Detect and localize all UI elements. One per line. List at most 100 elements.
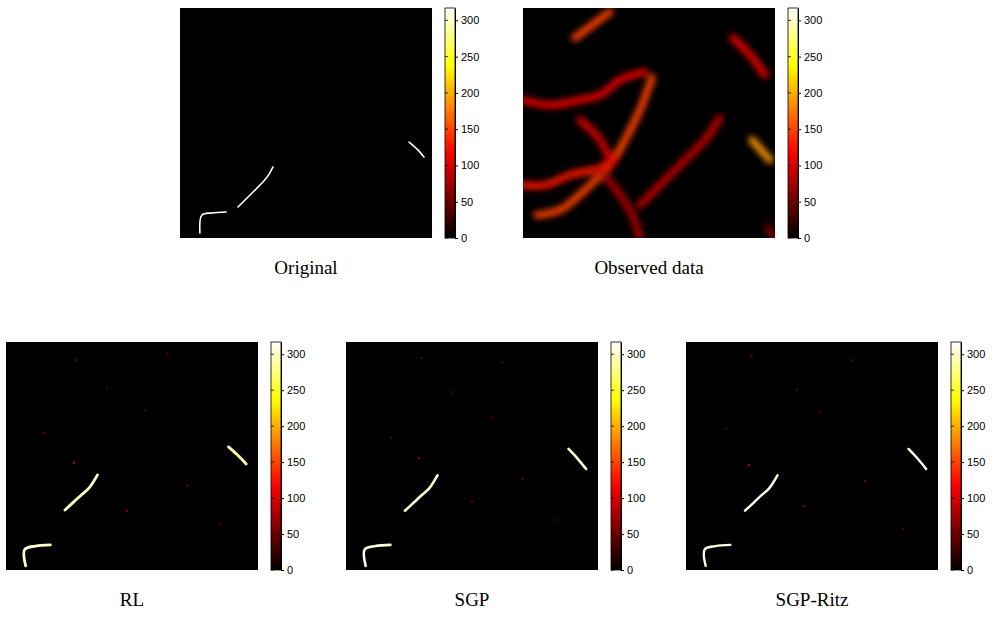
colorbar-tick: 100	[621, 492, 645, 504]
colorbar-tick-label: 250	[287, 384, 305, 396]
colorbar-tick-label: 0	[627, 564, 633, 576]
colorbar-tick-mark	[271, 570, 274, 571]
colorbar-axis: 050100150200250300	[455, 9, 479, 245]
filament	[745, 475, 778, 510]
colorbar-tick-label: 300	[804, 14, 822, 26]
colorbar-tick-mark	[961, 354, 964, 355]
colorbar-axis: 050100150200250300	[281, 343, 305, 577]
speck	[126, 510, 128, 512]
colorbar-tick-mark	[271, 390, 274, 391]
colorbar-tick-mark	[611, 426, 614, 427]
filament	[523, 72, 645, 105]
colorbar-tick-mark	[798, 238, 801, 239]
colorbar-tick-mark	[455, 165, 458, 166]
colorbar-tick-mark	[611, 534, 614, 535]
strokes	[24, 447, 246, 566]
colorbar-tick-mark	[951, 570, 954, 571]
colorbar-tick-mark	[951, 354, 954, 355]
colorbar-tick-mark	[961, 570, 964, 571]
colorbar-tick-label: 50	[287, 528, 299, 540]
filament	[364, 545, 390, 566]
speck	[219, 523, 221, 525]
colorbar-tick: 150	[455, 123, 479, 135]
colorbar-axis: 050100150200250300	[621, 343, 645, 577]
colorbar-tick: 300	[798, 14, 822, 26]
colorbar-tick: 200	[455, 87, 479, 99]
colorbar-tick-mark	[788, 20, 791, 21]
speck	[471, 501, 473, 503]
panel	[523, 8, 775, 238]
filament	[580, 120, 612, 165]
filament	[569, 449, 587, 469]
strokes	[523, 12, 775, 238]
colorbar-tick: 50	[281, 528, 299, 540]
image-background	[523, 8, 775, 238]
colorbar-tick: 100	[281, 492, 305, 504]
colorbar-tick: 50	[621, 528, 639, 540]
speck	[106, 387, 108, 389]
colorbar-tick-mark	[788, 201, 791, 202]
colorbar-tick-label: 200	[967, 420, 985, 432]
colorbar-tick-label: 250	[967, 384, 985, 396]
colorbar-tick-mark	[455, 20, 458, 21]
filament	[733, 38, 765, 75]
colorbar-ramp	[271, 342, 281, 570]
colorbar-tick-mark	[281, 390, 284, 391]
colorbar-tick-mark	[455, 93, 458, 94]
speck	[902, 528, 904, 530]
panel	[686, 342, 938, 570]
filament	[200, 212, 226, 233]
speck	[554, 519, 556, 521]
colorbar-tick: 100	[798, 159, 822, 171]
colorbar-axis-line	[961, 343, 962, 571]
colorbar-axis: 050100150200250300	[961, 343, 985, 577]
colorbar-tick-label: 0	[967, 564, 973, 576]
colorbar-tick-mark	[951, 534, 954, 535]
speck	[751, 355, 753, 357]
colorbar-tick: 250	[455, 51, 479, 63]
colorbar-tick-mark	[621, 498, 624, 499]
speck	[491, 416, 493, 418]
colorbar-tick-mark	[621, 534, 624, 535]
speck	[421, 357, 423, 359]
colorbar-tick-mark	[951, 390, 954, 391]
colorbar-tick-mark	[271, 426, 274, 427]
colorbar-tick-label: 50	[804, 196, 816, 208]
colorbar-tick-mark	[271, 354, 274, 355]
colorbar-tick: 0	[455, 232, 467, 244]
image-background	[6, 342, 258, 570]
colorbar-tick: 100	[961, 492, 985, 504]
filament	[229, 447, 247, 464]
colorbar-axis-line	[281, 343, 282, 571]
colorbar-tick-label: 300	[461, 14, 479, 26]
colorbar-tick-label: 150	[461, 123, 479, 135]
colorbar-tick-mark	[445, 56, 448, 57]
colorbar-tick-label: 200	[627, 420, 645, 432]
speck	[796, 389, 798, 391]
speck	[418, 457, 420, 459]
colorbar-tick-mark	[445, 165, 448, 166]
speck	[864, 480, 866, 482]
colorbar-tick: 250	[621, 384, 645, 396]
colorbar-tick-label: 200	[287, 420, 305, 432]
colorbar-tick-mark	[445, 129, 448, 130]
filament	[909, 449, 927, 469]
colorbar-tick-mark	[621, 426, 624, 427]
colorbar-axis-line	[455, 9, 456, 239]
speck	[166, 352, 168, 354]
colorbar-tick-label: 200	[804, 87, 822, 99]
image-marks	[364, 357, 586, 566]
speck	[851, 359, 853, 361]
colorbar-tick: 300	[621, 348, 645, 360]
colorbar-tick-label: 150	[804, 123, 822, 135]
colorbar-tick-mark	[281, 534, 284, 535]
colorbar-tick: 200	[281, 420, 305, 432]
colorbar-tick-mark	[455, 238, 458, 239]
colorbar-tick-mark	[611, 498, 614, 499]
colorbar-tick-label: 100	[804, 159, 822, 171]
colorbar-tick-label: 50	[967, 528, 979, 540]
colorbar-tick-label: 100	[967, 492, 985, 504]
colorbar-tick: 200	[961, 420, 985, 432]
colorbar-tick-mark	[455, 57, 458, 58]
colorbar: 050100150200250300	[951, 342, 985, 576]
